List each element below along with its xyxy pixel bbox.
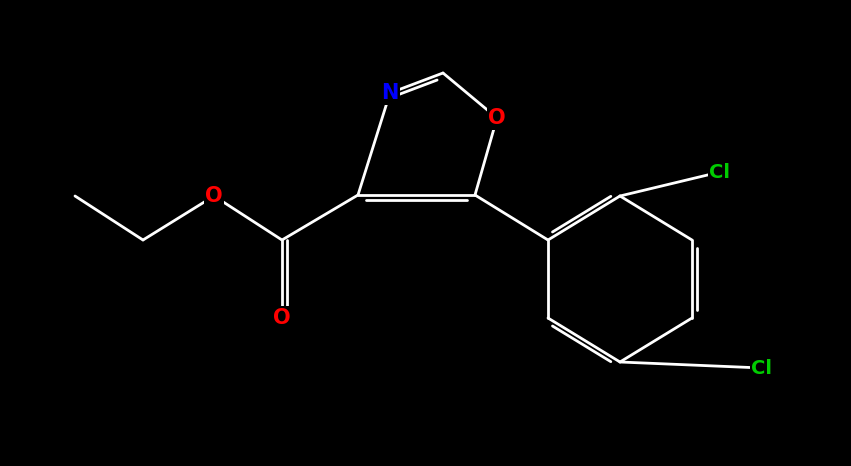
- Text: O: O: [205, 186, 223, 206]
- Text: Cl: Cl: [751, 358, 773, 377]
- Text: O: O: [273, 308, 291, 328]
- Text: N: N: [381, 83, 398, 103]
- Text: O: O: [488, 108, 505, 128]
- Text: Cl: Cl: [710, 163, 730, 181]
